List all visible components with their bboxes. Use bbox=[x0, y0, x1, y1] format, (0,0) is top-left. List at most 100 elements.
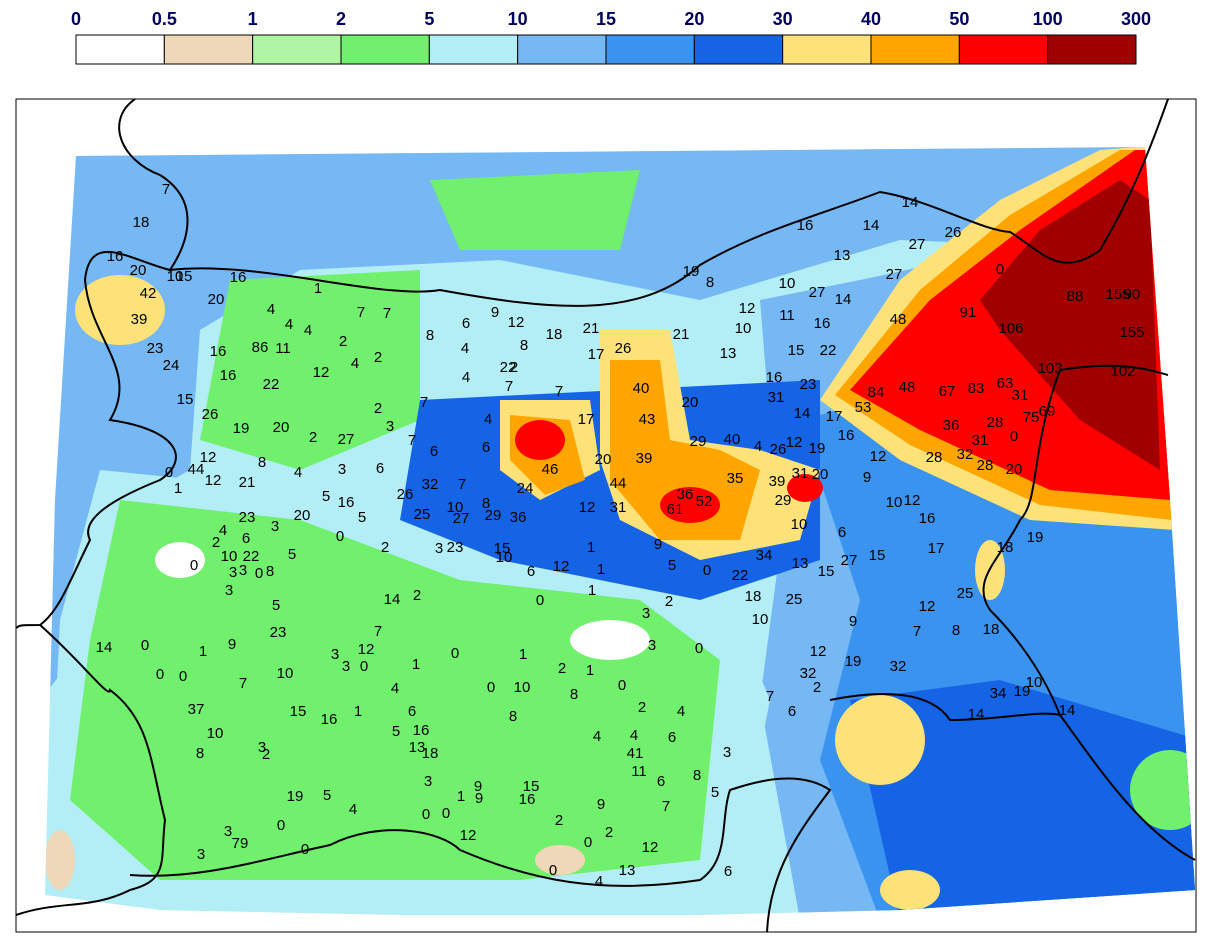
station-value: 26 bbox=[397, 486, 414, 503]
station-value: 4 bbox=[349, 801, 357, 818]
station-value: 7 bbox=[162, 181, 170, 198]
legend-swatch bbox=[252, 34, 342, 65]
station-value: 5 bbox=[272, 597, 280, 614]
station-value: 5 bbox=[323, 787, 331, 804]
station-value: 20 bbox=[1006, 461, 1023, 478]
station-value: 12 bbox=[358, 641, 375, 658]
station-value: 10 bbox=[752, 611, 769, 628]
station-value: 19 bbox=[1014, 683, 1031, 700]
station-value: 7 bbox=[555, 383, 563, 400]
station-value: 16 bbox=[413, 722, 430, 739]
station-value: 44 bbox=[188, 461, 205, 478]
station-value: 3 bbox=[229, 564, 237, 581]
station-value: 15 bbox=[494, 540, 511, 557]
legend-tick-label: 0 bbox=[71, 9, 81, 29]
station-value: 0 bbox=[165, 464, 173, 481]
station-value: 14 bbox=[902, 194, 919, 211]
station-value: 12 bbox=[870, 448, 887, 465]
legend-tick-label: 20 bbox=[684, 9, 704, 29]
legend-tick-label: 30 bbox=[773, 9, 793, 29]
legend-tick-label: 100 bbox=[1033, 9, 1063, 29]
station-value: 0 bbox=[703, 562, 711, 579]
station-value: 106 bbox=[998, 320, 1023, 337]
station-value: 17 bbox=[826, 408, 843, 425]
station-value: 16 bbox=[814, 315, 831, 332]
station-value: 1 bbox=[412, 656, 420, 673]
station-value: 6 bbox=[724, 863, 732, 880]
station-value: 155 bbox=[1105, 286, 1130, 303]
station-value: 11 bbox=[631, 763, 647, 780]
station-value: 21 bbox=[583, 320, 600, 337]
station-value: 10 bbox=[1026, 674, 1043, 691]
station-value: 7 bbox=[408, 432, 416, 449]
station-value: 20 bbox=[682, 394, 699, 411]
station-value: 40 bbox=[724, 431, 741, 448]
station-value: 42 bbox=[140, 285, 157, 302]
station-value: 3 bbox=[239, 562, 247, 579]
station-value: 4 bbox=[630, 727, 638, 744]
station-value: 83 bbox=[968, 380, 985, 397]
station-value: 18 bbox=[133, 214, 150, 231]
station-value: 6 bbox=[376, 460, 384, 477]
station-value: 0 bbox=[422, 806, 430, 823]
station-value: 19 bbox=[233, 420, 250, 437]
station-value: 8 bbox=[693, 767, 701, 784]
station-value: 23 bbox=[447, 539, 464, 556]
station-value: 8 bbox=[520, 337, 528, 354]
station-value: 12 bbox=[919, 598, 936, 615]
station-value: 9 bbox=[863, 469, 871, 486]
station-value: 155 bbox=[1119, 324, 1144, 341]
station-value: 19 bbox=[287, 788, 304, 805]
station-value: 27 bbox=[338, 431, 355, 448]
station-value: 9 bbox=[475, 790, 483, 807]
station-value: 14 bbox=[968, 706, 985, 723]
station-value: 1 bbox=[519, 646, 527, 663]
station-value: 0 bbox=[190, 557, 198, 574]
station-value: 2 bbox=[555, 812, 563, 829]
station-value: 0 bbox=[584, 834, 592, 851]
station-value: 75 bbox=[1023, 409, 1040, 426]
station-value: 20 bbox=[208, 291, 225, 308]
station-value: 4 bbox=[267, 301, 275, 318]
station-value: 4 bbox=[219, 522, 227, 539]
station-value: 69 bbox=[1039, 403, 1056, 420]
station-value: 4 bbox=[285, 316, 293, 333]
station-value: 24 bbox=[163, 357, 180, 374]
station-value: 31 bbox=[610, 499, 627, 516]
station-value: 0 bbox=[141, 637, 149, 654]
station-value: 0 bbox=[277, 817, 285, 834]
station-value: 2 bbox=[374, 400, 382, 417]
station-value: 4 bbox=[461, 340, 469, 357]
station-value: 8 bbox=[570, 686, 578, 703]
station-value: 15 bbox=[177, 391, 194, 408]
station-value: 16 bbox=[230, 269, 247, 286]
station-value: 7 bbox=[458, 476, 466, 493]
station-value: 11 bbox=[779, 307, 795, 324]
station-value: 5 bbox=[288, 546, 296, 563]
station-value: 9 bbox=[849, 613, 857, 630]
station-value: 6 bbox=[242, 530, 250, 547]
station-value: 39 bbox=[131, 311, 148, 328]
station-value: 32 bbox=[422, 476, 439, 493]
station-value: 26 bbox=[615, 340, 632, 357]
station-value: 2 bbox=[212, 534, 220, 551]
station-value: 16 bbox=[321, 711, 338, 728]
station-value: 6 bbox=[668, 729, 676, 746]
station-value: 1 bbox=[587, 539, 595, 556]
station-value: 7 bbox=[239, 675, 247, 692]
station-value: 8 bbox=[258, 454, 266, 471]
station-value: 26 bbox=[945, 224, 962, 241]
legend-tick-label: 10 bbox=[508, 9, 528, 29]
station-value: 40 bbox=[633, 380, 650, 397]
station-value: 102 bbox=[1110, 363, 1135, 380]
station-value: 14 bbox=[835, 291, 852, 308]
station-value: 0 bbox=[179, 668, 187, 685]
station-value: 9 bbox=[474, 778, 482, 795]
station-value: 10 bbox=[779, 275, 796, 292]
station-value: 36 bbox=[510, 509, 527, 526]
station-value: 6 bbox=[838, 524, 846, 541]
station-value: 32 bbox=[800, 665, 817, 682]
station-value: 19 bbox=[683, 263, 700, 280]
